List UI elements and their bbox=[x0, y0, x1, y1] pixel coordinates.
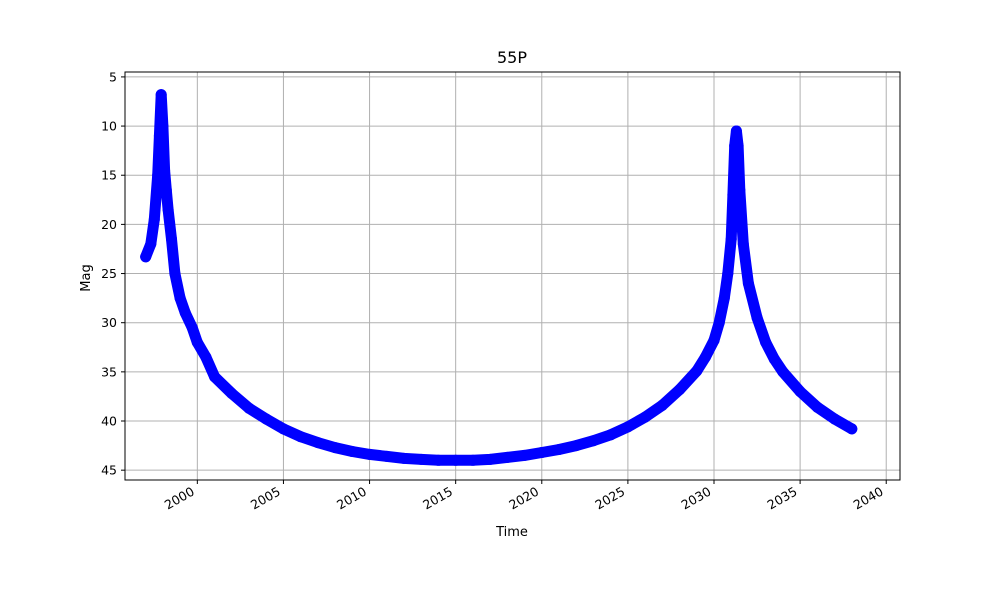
data-point bbox=[732, 140, 744, 152]
y-axis-title: Mag bbox=[79, 264, 94, 291]
data-point bbox=[519, 449, 531, 461]
data-point bbox=[159, 164, 171, 176]
data-point bbox=[415, 453, 427, 465]
data-point bbox=[742, 277, 754, 289]
data-point bbox=[226, 388, 238, 399]
y-tick-label: 25 bbox=[101, 266, 117, 281]
data-series bbox=[140, 89, 858, 466]
data-point bbox=[737, 238, 749, 250]
data-point bbox=[398, 452, 410, 464]
data-point bbox=[160, 184, 172, 196]
data-point bbox=[155, 89, 167, 101]
y-tick-label: 10 bbox=[101, 119, 117, 134]
data-point bbox=[777, 366, 789, 378]
data-point bbox=[329, 442, 341, 454]
x-axis-title: Time bbox=[495, 525, 528, 540]
data-point bbox=[153, 130, 165, 142]
data-point bbox=[467, 454, 479, 466]
data-point bbox=[587, 435, 599, 447]
data-point bbox=[364, 448, 376, 460]
data-point bbox=[148, 214, 160, 225]
data-point bbox=[846, 423, 858, 435]
data-point bbox=[169, 268, 181, 279]
y-tick-label: 15 bbox=[101, 168, 117, 183]
y-tick-label: 40 bbox=[101, 414, 117, 429]
data-point bbox=[179, 307, 191, 319]
data-point bbox=[760, 336, 772, 348]
data-point bbox=[768, 353, 780, 365]
data-point bbox=[432, 454, 444, 466]
data-point bbox=[501, 451, 513, 463]
data-point bbox=[794, 386, 806, 397]
data-point bbox=[243, 402, 255, 414]
data-point bbox=[718, 292, 730, 304]
y-tick-label: 45 bbox=[101, 463, 117, 478]
y-tick-label: 20 bbox=[101, 217, 117, 232]
data-point bbox=[209, 371, 221, 383]
data-point bbox=[346, 446, 358, 457]
data-point bbox=[277, 423, 289, 435]
data-point bbox=[570, 440, 582, 452]
data-point bbox=[166, 233, 177, 245]
data-point bbox=[639, 411, 651, 423]
data-point bbox=[713, 317, 725, 329]
data-point bbox=[811, 401, 823, 413]
data-point bbox=[191, 336, 203, 348]
data-point bbox=[381, 450, 393, 462]
data-point bbox=[553, 444, 565, 455]
data-point bbox=[751, 312, 763, 324]
grid bbox=[125, 72, 900, 480]
data-point bbox=[708, 334, 720, 346]
data-point bbox=[734, 184, 746, 196]
data-point bbox=[730, 125, 742, 137]
data-point bbox=[200, 351, 212, 363]
data-point bbox=[674, 384, 686, 396]
data-point bbox=[691, 365, 703, 377]
data-point bbox=[260, 413, 272, 425]
data-point bbox=[622, 421, 634, 433]
data-point bbox=[450, 454, 462, 466]
y-tick-label: 35 bbox=[101, 364, 117, 379]
chart-title: 55P bbox=[497, 48, 527, 67]
data-point bbox=[722, 268, 734, 279]
data-point bbox=[484, 453, 496, 465]
data-point bbox=[536, 447, 548, 458]
data-point bbox=[186, 322, 198, 334]
y-tick-label: 30 bbox=[101, 315, 117, 330]
y-tick-label: 5 bbox=[109, 69, 117, 84]
data-point bbox=[140, 251, 152, 263]
data-point bbox=[295, 431, 307, 443]
data-point bbox=[174, 292, 186, 304]
plot-frame bbox=[124, 71, 901, 481]
data-point bbox=[605, 429, 617, 441]
data-point bbox=[162, 204, 174, 216]
data-point bbox=[656, 399, 668, 411]
data-point bbox=[725, 233, 737, 245]
data-point bbox=[157, 120, 169, 132]
data-point bbox=[829, 413, 841, 425]
data-point bbox=[312, 437, 324, 449]
data-point bbox=[145, 238, 157, 250]
data-point bbox=[699, 351, 711, 363]
